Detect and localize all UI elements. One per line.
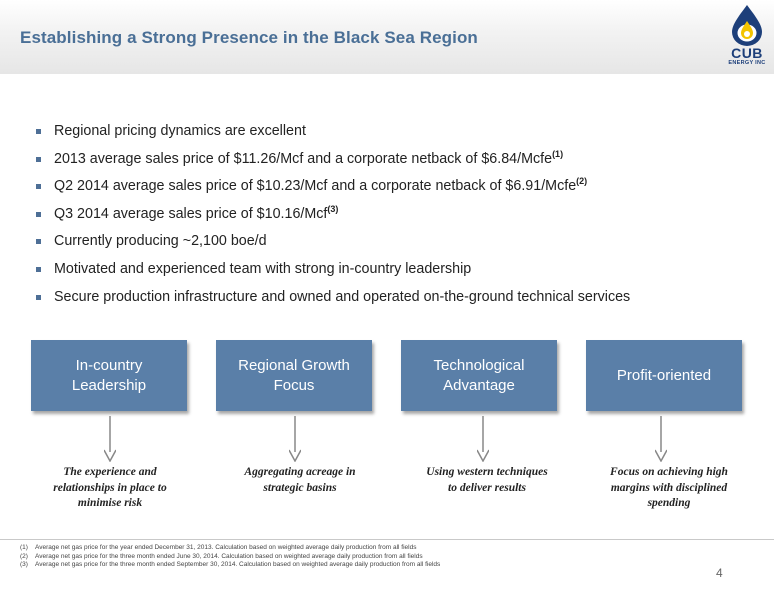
footnote-ref: (3) xyxy=(327,203,339,214)
bullet-square-icon xyxy=(36,129,41,134)
footnote: (1) Average net gas price for the year en… xyxy=(20,544,417,551)
pillar-caption: Using western techniques to deliver resu… xyxy=(426,466,548,494)
footer-divider xyxy=(0,539,774,540)
list-item: Q3 2014 average sales price of $10.16/Mc… xyxy=(36,201,630,229)
flame-drop-icon xyxy=(732,5,762,46)
list-item: 2013 average sales price of $11.26/Mcf a… xyxy=(36,146,630,174)
slide-header: Establishing a Strong Presence in the Bl… xyxy=(0,0,774,74)
pillar-caption: Aggregating acreage in strategic basins xyxy=(244,466,356,494)
footnote: (3) Average net gas price for the three m… xyxy=(20,561,441,568)
bullet-square-icon xyxy=(36,184,41,190)
bullet-square-icon xyxy=(36,294,41,300)
arrow-down-icon xyxy=(104,416,116,462)
logo-subtitle: ENERGY INC xyxy=(728,60,766,66)
pillar-caption: The experience and relationships in plac… xyxy=(53,466,167,509)
company-logo: CUB ENERGY INC xyxy=(722,3,772,69)
list-item: Q2 2014 average sales price of $10.23/Mc… xyxy=(36,173,630,201)
list-item: Secure production infrastructure and own… xyxy=(36,284,630,312)
page-title: Establishing a Strong Presence in the Bl… xyxy=(20,28,478,47)
pillar-box-profit-oriented: Profit-oriented xyxy=(586,340,742,411)
bullet-square-icon xyxy=(36,156,41,162)
footnote: (2) Average net gas price for the three m… xyxy=(20,552,423,560)
pillar-box-regional-growth: Regional Growth Focus xyxy=(216,340,372,411)
bullet-square-icon xyxy=(36,266,41,272)
pillar-box-technological-advantage: Technological Advantage xyxy=(401,340,557,411)
arrow-down-icon xyxy=(655,416,667,462)
list-item: Regional pricing dynamics are excellent xyxy=(36,118,630,146)
arrow-down-icon xyxy=(477,416,489,462)
page-number: 4 xyxy=(716,566,723,580)
key-points-list: Regional pricing dynamics are excellent … xyxy=(36,118,630,311)
pillar-box-in-country-leadership: In-country Leadership xyxy=(31,340,187,411)
logo-wordmark: CUB xyxy=(731,45,763,61)
pillar-caption: Focus on achieving high margins with dis… xyxy=(610,466,728,509)
list-item: Currently producing ~2,100 boe/d xyxy=(36,228,630,256)
list-item: Motivated and experienced team with stro… xyxy=(36,256,630,284)
bullet-square-icon xyxy=(36,211,41,217)
arrow-down-icon xyxy=(289,416,301,462)
footnote-ref: (1) xyxy=(552,148,564,159)
footnotes: (1) Average net gas price for the year en… xyxy=(20,544,720,570)
footnote-ref: (2) xyxy=(576,176,588,187)
bullet-square-icon xyxy=(36,239,41,245)
